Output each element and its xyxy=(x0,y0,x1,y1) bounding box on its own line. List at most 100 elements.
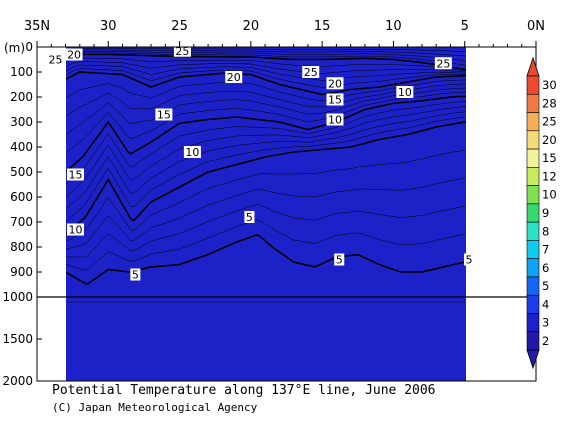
colorbar-label: 4 xyxy=(542,297,549,311)
colorbar-segment xyxy=(526,258,540,278)
contour-label-bg xyxy=(130,268,141,281)
contour-label: 15 xyxy=(68,169,82,182)
colorbar-label: 25 xyxy=(542,115,557,129)
isotherm-22c xyxy=(66,64,466,81)
contour-label-bg xyxy=(173,44,191,57)
credit-text: (C) Japan Meteorological Agency xyxy=(52,401,258,414)
contour-label-bg xyxy=(183,146,201,158)
isotherm-21c xyxy=(66,68,466,88)
isotherm-23c xyxy=(66,61,466,74)
isotherm-5c xyxy=(66,234,466,285)
contour-label: 5 xyxy=(246,211,253,224)
contour-label: 20 xyxy=(227,71,241,84)
y-tick-label: 700 xyxy=(10,215,33,229)
y-tick-label: 100 xyxy=(10,65,33,79)
y-tick-label: 800 xyxy=(10,240,33,254)
contour-label: 20 xyxy=(328,77,342,90)
colorbar-segment xyxy=(526,148,540,168)
contour-label-bg xyxy=(463,253,474,266)
colorbar-label: 15 xyxy=(542,151,557,165)
contour-label: 25 xyxy=(49,54,63,67)
contour-label-bg xyxy=(302,66,320,78)
color-legend: 30 28 25 20 15 12 10 9 8 7 6 5 4 3 2 xyxy=(526,56,557,370)
isotherm-15c xyxy=(66,95,466,173)
colorbar-segment xyxy=(526,240,540,259)
isotherm-29c xyxy=(66,48,466,52)
colorbar-label: 3 xyxy=(542,316,549,330)
x-tick-label: 5 xyxy=(461,19,469,34)
isotherm-17c xyxy=(66,87,466,135)
y-tick-label: 0 xyxy=(25,40,33,54)
colorbar-segment xyxy=(526,130,540,150)
x-tick-label: 30 xyxy=(100,19,117,34)
colorbar-segment xyxy=(526,112,540,132)
colorbar-segment xyxy=(526,167,540,186)
colorbar-label: 9 xyxy=(542,206,549,220)
latitude-axis: 35N 30 25 20 15 10 5 0N xyxy=(24,19,545,47)
isotherm-14c xyxy=(66,101,466,185)
colorbar-label: 8 xyxy=(542,224,549,238)
colorbar-segment xyxy=(526,185,540,205)
contour-label-bg xyxy=(65,48,83,61)
y-tick-label: 2000 xyxy=(2,374,33,388)
isotherm-7c xyxy=(66,204,466,258)
contour-label-bg xyxy=(244,211,255,223)
isotherm-8c xyxy=(66,177,466,250)
contour-label-bg xyxy=(47,53,65,66)
contour-label-bg xyxy=(326,93,344,106)
colorbar-label: 6 xyxy=(542,261,549,275)
depth-axis: 0 100 200 300 400 500 600 700 800 900 1000 1500 2000 xyxy=(2,40,42,388)
fill-band-2c xyxy=(66,47,466,381)
colorbar-label: 12 xyxy=(542,169,557,183)
contour-label-bg xyxy=(326,77,344,90)
y-tick-label: 900 xyxy=(10,265,33,279)
isotherm-line-layer xyxy=(66,48,466,303)
contour-label-bg xyxy=(396,86,414,98)
x-tick-label: 10 xyxy=(385,19,402,34)
contour-label-layer: 25 20 25 20 25 20 15 10 25 10 15 10 15 10 5 5 5 5 xyxy=(47,44,474,282)
contour-label-bg xyxy=(66,168,84,181)
x-tick-label: 25 xyxy=(171,19,188,34)
contour-label: 5 xyxy=(336,254,343,267)
contour-label-bg xyxy=(434,57,452,70)
no-data-strip xyxy=(46,347,52,381)
contour-label: 15 xyxy=(328,94,342,107)
contour-label-bg xyxy=(66,223,84,236)
colorbar-segment xyxy=(526,331,540,351)
isotherm-20c xyxy=(66,71,466,96)
colorbar-label: 30 xyxy=(542,78,557,92)
contour-label-bg xyxy=(326,113,344,126)
contour-label: 5 xyxy=(465,254,472,267)
colorbar-segment xyxy=(526,203,540,223)
contour-label: 10 xyxy=(328,114,342,127)
isotherm-9c xyxy=(66,149,466,242)
isotherm-28c xyxy=(66,49,466,57)
x-tick-label: 0N xyxy=(527,19,545,34)
y-tick-label: 1000 xyxy=(2,290,33,304)
contour-label: 25 xyxy=(436,57,450,70)
temperature-fill-layer xyxy=(40,47,466,381)
contour-label: 10 xyxy=(68,224,82,237)
colorbar-label: 7 xyxy=(542,243,549,257)
contour-label: 5 xyxy=(132,269,139,282)
isotherm-13c xyxy=(66,106,466,197)
colorbar-segment xyxy=(526,93,540,113)
colorbar-segment xyxy=(526,221,540,241)
x-tick-label: 20 xyxy=(243,19,260,34)
y-tick-label: 600 xyxy=(10,190,33,204)
colorbar-top-arrow xyxy=(526,56,540,77)
isotherm-19c xyxy=(66,79,466,102)
colorbar-label: 2 xyxy=(542,334,549,348)
no-data-strip xyxy=(40,322,44,364)
colorbar-segment xyxy=(526,75,540,95)
isotherm-10c xyxy=(66,121,466,236)
isotherm-6c xyxy=(66,219,466,271)
contour-label: 10 xyxy=(185,146,199,159)
contour-label-bg xyxy=(225,71,243,83)
contour-label: 10 xyxy=(398,86,412,99)
isotherm-25c xyxy=(66,53,466,71)
contour-label: 20 xyxy=(67,49,81,62)
isotherm-26c xyxy=(66,52,466,66)
contour-label-bg xyxy=(334,253,345,266)
